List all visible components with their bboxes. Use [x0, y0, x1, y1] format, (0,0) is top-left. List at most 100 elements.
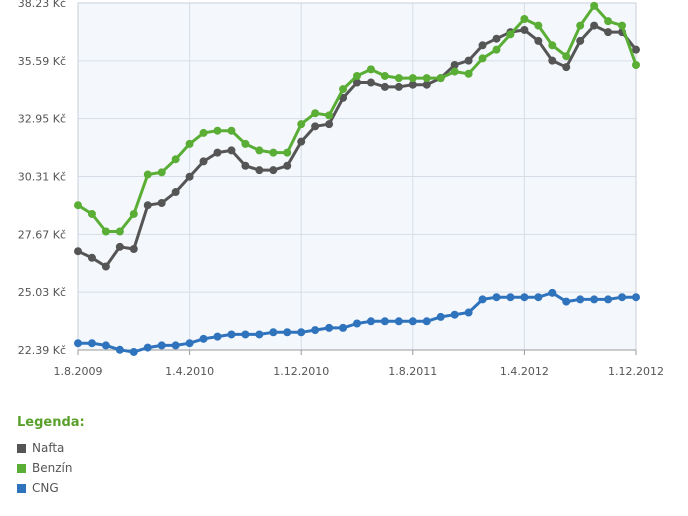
data-point-nafta[interactable]: [129, 245, 138, 254]
data-point-cng[interactable]: [436, 312, 445, 321]
data-point-nafta[interactable]: [255, 166, 264, 175]
data-point-benz-n[interactable]: [283, 148, 292, 157]
data-point-cng[interactable]: [632, 293, 640, 302]
data-point-cng[interactable]: [492, 293, 501, 302]
data-point-cng[interactable]: [101, 341, 110, 350]
data-point-benz-n[interactable]: [185, 139, 194, 148]
data-point-cng[interactable]: [199, 334, 208, 343]
data-point-benz-n[interactable]: [74, 201, 82, 210]
data-point-benz-n[interactable]: [339, 85, 348, 94]
data-point-benz-n[interactable]: [478, 54, 487, 63]
data-point-nafta[interactable]: [464, 56, 473, 65]
data-point-nafta[interactable]: [143, 201, 152, 210]
data-point-cng[interactable]: [506, 293, 515, 302]
data-point-cng[interactable]: [339, 323, 348, 332]
data-point-cng[interactable]: [255, 330, 264, 339]
data-point-benz-n[interactable]: [576, 21, 585, 30]
data-point-nafta[interactable]: [213, 148, 222, 157]
data-point-nafta[interactable]: [492, 34, 501, 43]
data-point-benz-n[interactable]: [548, 41, 557, 50]
data-point-cng[interactable]: [353, 319, 361, 328]
data-point-benz-n[interactable]: [380, 71, 389, 80]
data-point-benz-n[interactable]: [101, 227, 110, 236]
data-point-nafta[interactable]: [520, 25, 529, 34]
data-point-nafta[interactable]: [115, 242, 124, 251]
data-point-nafta[interactable]: [408, 80, 417, 89]
data-point-benz-n[interactable]: [604, 17, 613, 26]
data-point-benz-n[interactable]: [353, 71, 361, 80]
data-point-benz-n[interactable]: [562, 52, 571, 61]
data-point-cng[interactable]: [464, 308, 473, 317]
data-point-cng[interactable]: [520, 293, 529, 302]
data-point-benz-n[interactable]: [618, 21, 627, 30]
data-point-nafta[interactable]: [171, 188, 180, 197]
data-point-benz-n[interactable]: [450, 67, 459, 76]
data-point-benz-n[interactable]: [129, 209, 138, 218]
data-point-benz-n[interactable]: [255, 146, 264, 155]
data-point-cng[interactable]: [129, 347, 138, 356]
data-point-benz-n[interactable]: [143, 170, 152, 179]
data-point-benz-n[interactable]: [269, 148, 278, 157]
data-point-nafta[interactable]: [562, 63, 571, 72]
data-point-cng[interactable]: [297, 328, 306, 337]
data-point-cng[interactable]: [283, 328, 292, 337]
data-point-cng[interactable]: [227, 330, 236, 339]
data-point-cng[interactable]: [115, 345, 124, 354]
data-point-cng[interactable]: [450, 310, 459, 319]
data-point-cng[interactable]: [590, 295, 599, 304]
data-point-cng[interactable]: [241, 330, 250, 339]
data-point-cng[interactable]: [618, 293, 627, 302]
data-point-cng[interactable]: [408, 317, 417, 326]
data-point-nafta[interactable]: [87, 253, 96, 262]
data-point-nafta[interactable]: [241, 161, 250, 170]
data-point-nafta[interactable]: [74, 247, 82, 256]
data-point-benz-n[interactable]: [311, 109, 320, 118]
data-point-cng[interactable]: [422, 317, 431, 326]
data-point-benz-n[interactable]: [199, 128, 208, 137]
data-point-nafta[interactable]: [632, 45, 640, 54]
data-point-nafta[interactable]: [353, 78, 361, 87]
data-point-benz-n[interactable]: [171, 155, 180, 164]
data-point-benz-n[interactable]: [534, 21, 543, 30]
data-point-nafta[interactable]: [604, 28, 613, 37]
data-point-benz-n[interactable]: [115, 227, 124, 236]
data-point-cng[interactable]: [394, 317, 403, 326]
data-point-nafta[interactable]: [366, 78, 375, 87]
data-point-nafta[interactable]: [227, 146, 236, 155]
data-point-nafta[interactable]: [478, 41, 487, 50]
data-point-cng[interactable]: [576, 295, 585, 304]
data-point-nafta[interactable]: [325, 120, 334, 129]
data-point-nafta[interactable]: [576, 36, 585, 45]
data-point-nafta[interactable]: [157, 199, 166, 208]
data-point-nafta[interactable]: [311, 122, 320, 131]
data-point-cng[interactable]: [87, 339, 96, 348]
data-point-benz-n[interactable]: [366, 65, 375, 74]
data-point-cng[interactable]: [366, 317, 375, 326]
data-point-cng[interactable]: [185, 339, 194, 348]
data-point-benz-n[interactable]: [87, 209, 96, 218]
data-point-cng[interactable]: [562, 297, 571, 306]
data-point-nafta[interactable]: [590, 21, 599, 30]
data-point-benz-n[interactable]: [590, 1, 599, 10]
data-point-cng[interactable]: [478, 295, 487, 304]
data-point-benz-n[interactable]: [520, 14, 529, 23]
data-point-cng[interactable]: [157, 341, 166, 350]
data-point-cng[interactable]: [325, 323, 334, 332]
data-point-benz-n[interactable]: [436, 74, 445, 83]
data-point-benz-n[interactable]: [241, 139, 250, 148]
data-point-nafta[interactable]: [534, 36, 543, 45]
data-point-benz-n[interactable]: [213, 126, 222, 135]
data-point-cng[interactable]: [311, 326, 320, 335]
data-point-nafta[interactable]: [380, 82, 389, 91]
data-point-benz-n[interactable]: [157, 168, 166, 177]
data-point-cng[interactable]: [74, 339, 82, 348]
data-point-nafta[interactable]: [450, 60, 459, 69]
data-point-nafta[interactable]: [394, 82, 403, 91]
data-point-nafta[interactable]: [283, 161, 292, 170]
data-point-benz-n[interactable]: [297, 120, 306, 129]
data-point-cng[interactable]: [269, 328, 278, 337]
data-point-benz-n[interactable]: [464, 69, 473, 78]
data-point-benz-n[interactable]: [408, 74, 417, 83]
data-point-benz-n[interactable]: [632, 60, 640, 69]
data-point-benz-n[interactable]: [492, 45, 501, 54]
